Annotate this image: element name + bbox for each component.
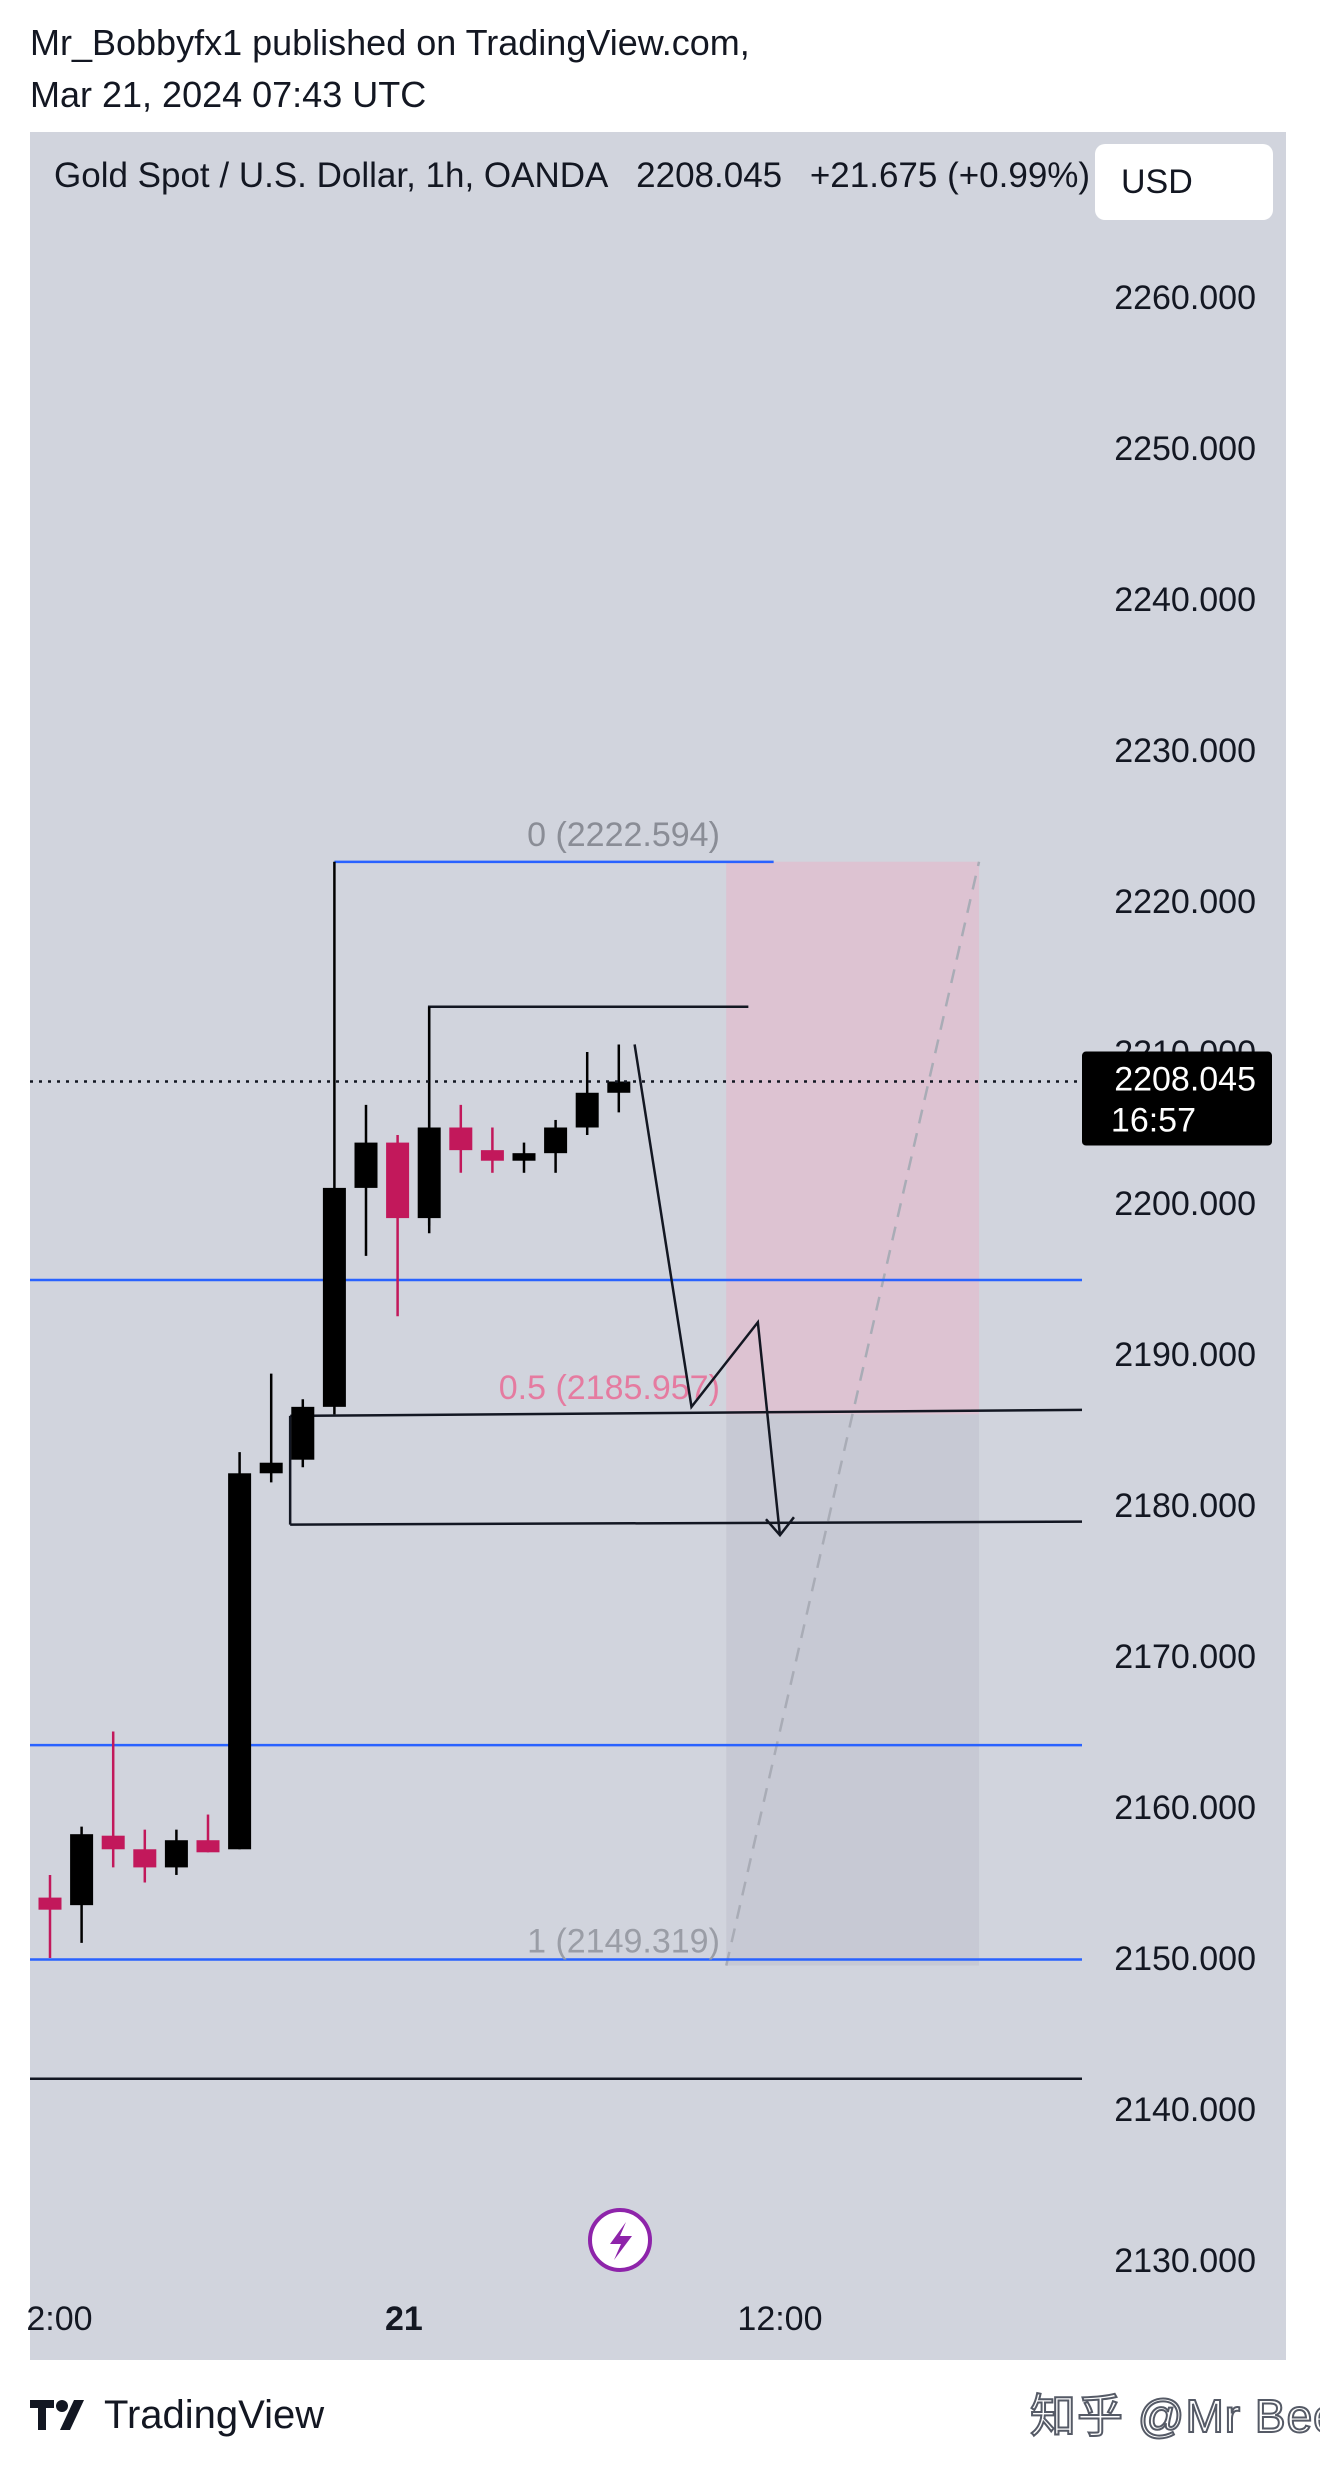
publish-date: Mar 21, 2024 07:43 UTC [30, 74, 427, 115]
y-tick-label: 2240.000 [1114, 581, 1256, 619]
x-tick-label: 21 [385, 2300, 423, 2338]
candle-body [291, 1406, 315, 1460]
candle-body [101, 1835, 125, 1850]
fib-label-0-5: 0.5 (2185.957) [499, 1369, 720, 1407]
target-zone [726, 1414, 980, 1966]
candle-body [544, 1127, 568, 1154]
y-tick-label: 2170.000 [1114, 1638, 1256, 1676]
candle-body [512, 1153, 536, 1161]
chart-area[interactable] [30, 132, 1286, 2360]
candle-body [607, 1081, 631, 1093]
publisher-line: Mr_Bobbyfx1 published on TradingView.com… [30, 22, 750, 63]
candle-body [259, 1462, 283, 1474]
candle-body [354, 1142, 378, 1188]
sell-zone [726, 861, 980, 1415]
y-tick-label: 2260.000 [1114, 279, 1256, 317]
symbol-name: Gold Spot / U.S. Dollar, 1h, OANDA [54, 156, 609, 195]
projected-path-arrowhead [765, 1516, 795, 1538]
y-tick-label: 2160.000 [1114, 1789, 1256, 1827]
watermark: 知乎 @Mr Been [1029, 2389, 1320, 2443]
y-tick-label: 2200.000 [1114, 1185, 1256, 1223]
y-tick-label: 2180.000 [1114, 1487, 1256, 1525]
candle-body [417, 1127, 441, 1219]
candle-body [322, 1187, 346, 1407]
projected-path [633, 1044, 782, 1536]
range-top-line [290, 1408, 1083, 1418]
symbol-price: 2208.045 [636, 156, 783, 195]
fib-trend-line [725, 861, 981, 1966]
y-tick-label: 2150.000 [1114, 1940, 1256, 1978]
y-tick-label: 2140.000 [1114, 2091, 1256, 2129]
candle-body [228, 1473, 252, 1850]
y-tick-label: 2190.000 [1114, 1336, 1256, 1374]
candle-body [196, 1840, 220, 1853]
y-tick-label: 2250.000 [1114, 430, 1256, 468]
currency-button[interactable]: USD [1095, 144, 1273, 220]
lightning-icon[interactable] [588, 2208, 652, 2272]
candle-body [164, 1840, 188, 1868]
tradingview-logo[interactable]: TradingView [30, 2390, 324, 2440]
last-price-label: 2208.045 [1114, 1061, 1256, 1099]
candle-body [449, 1127, 473, 1151]
candle-body [386, 1142, 410, 1219]
bar-countdown: 16:57 [1111, 1102, 1196, 1140]
fib-label-1: 1 (2149.319) [527, 1922, 720, 1960]
candle-body [70, 1834, 94, 1906]
fib-label-0: 0 (2222.594) [527, 816, 720, 854]
candle-body [133, 1849, 157, 1868]
candle-body [575, 1092, 599, 1128]
candle-body [38, 1897, 62, 1910]
tradingview-brand: TradingView [104, 2392, 325, 2437]
lightning-icon-bolt [610, 2222, 632, 2260]
x-tick-label: 12:00 [737, 2300, 822, 2338]
symbol-header: Gold Spot / U.S. Dollar, 1h, OANDA 2208.… [54, 156, 1108, 196]
last-price-tag [1082, 1051, 1272, 1146]
tradingview-logo-icon [30, 2400, 84, 2430]
range-bottom-line [290, 1520, 1083, 1526]
x-tick-label: 2:00 [26, 2300, 92, 2338]
y-tick-label: 2130.000 [1114, 2242, 1256, 2280]
y-tick-label: 2230.000 [1114, 732, 1256, 770]
y-tick-label: 2220.000 [1114, 883, 1256, 921]
candle-body [480, 1150, 504, 1161]
symbol-change: +21.675 (+0.99%) [809, 156, 1091, 195]
